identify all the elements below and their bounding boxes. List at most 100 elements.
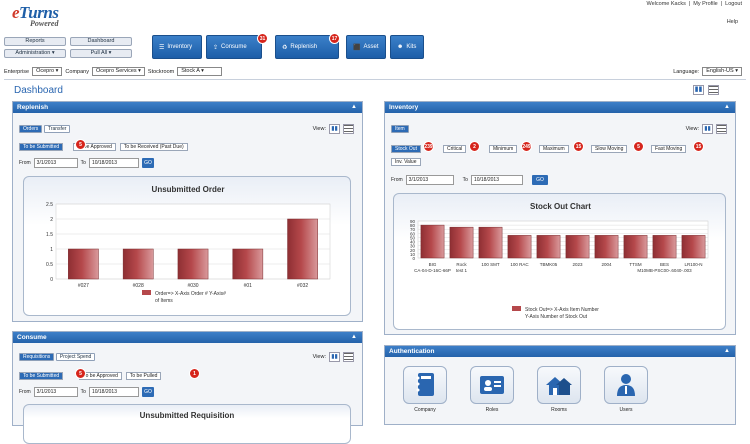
from-date-input[interactable]: 3/1/2013 [33, 387, 78, 397]
chart-view-icon[interactable]: ▮▮ [329, 124, 340, 134]
auth-users-label: Users [619, 407, 633, 413]
subtab-inv-value[interactable]: Inv. Value [391, 158, 421, 166]
tab-project-spend[interactable]: Project Spend [55, 353, 96, 361]
upload-icon: ⇪ [213, 44, 219, 51]
bar [565, 235, 590, 259]
auth-rooms[interactable]: Rooms [537, 366, 581, 413]
subtab-fast-moving[interactable]: Fast Moving [651, 145, 687, 153]
to-date-input[interactable]: 10/18/2013 [88, 158, 139, 168]
chart-view-icon[interactable]: ▮▮ [702, 124, 713, 134]
chevron-down-icon: ▾ [51, 50, 55, 56]
y-tick-label: 0.5 [46, 262, 53, 268]
tab-item[interactable]: Item [391, 125, 409, 133]
pull-all-dropdown[interactable]: Pull All ▾ [70, 49, 132, 58]
grid-view-icon[interactable] [708, 85, 719, 95]
link-separator: | [720, 1, 723, 7]
go-button[interactable]: GO [141, 158, 154, 168]
eturns-logo: eTurns [12, 3, 59, 22]
tab-transfer[interactable]: Transfer [43, 125, 71, 133]
legend-label: Y-Axis Number of Stock Out [525, 314, 588, 320]
y-tick-label: 2.5 [46, 202, 53, 208]
tab-requisitions[interactable]: Requisitions [19, 353, 55, 361]
subtab-to-be-submitted[interactable]: To be Submitted [19, 372, 64, 380]
nav-asset[interactable]: ⬛ Asset [346, 35, 386, 59]
dashboard-button[interactable]: Dashboard [70, 37, 132, 46]
x-tick-label: test 1 [456, 268, 468, 273]
collapse-icon[interactable]: ▲ [351, 104, 357, 110]
company-select[interactable]: Ocepro Services ▾ [91, 67, 145, 76]
consume-date-range: From 3/1/2013 To 10/18/2013 GO [19, 387, 154, 397]
subtab-maximum[interactable]: Maximum [539, 145, 569, 153]
collapse-icon[interactable]: ▲ [351, 334, 357, 340]
from-date-input[interactable]: 3/1/2013 [33, 158, 78, 168]
subtab-to-be-pulled[interactable]: To be Pulled [125, 372, 162, 380]
subtab-minimum[interactable]: Minimum [489, 145, 518, 153]
reports-button[interactable]: Reports [4, 37, 66, 46]
nav-consume[interactable]: ⇪ Consume [206, 35, 262, 59]
y-tick-label: 1.5 [46, 232, 53, 238]
go-button[interactable]: GO [141, 387, 154, 397]
nav-inventory[interactable]: ☰ Inventory [152, 35, 202, 59]
page-title: Dashboard [14, 85, 63, 96]
consume-subtabs: To be Submitted To be Approved To be Pul… [19, 372, 162, 380]
auth-roles[interactable]: Roles [470, 366, 514, 413]
company-label: Company [65, 68, 89, 75]
stockroom-value: Stock A [181, 68, 200, 74]
replenish-view: View: ▮▮ [313, 124, 354, 134]
nav-replenish-label: Replenish [290, 44, 318, 50]
language-select[interactable]: English-US ▾ [702, 67, 742, 76]
collapse-icon[interactable]: ▲ [724, 348, 730, 354]
replenish-badge: 17 [329, 33, 340, 44]
replenish-header: Replenish ▲ [13, 102, 362, 113]
x-tick-label: #030 [187, 283, 198, 289]
y-tick-label: 90 [410, 219, 416, 224]
bar [177, 248, 209, 280]
go-button[interactable]: GO [531, 175, 548, 185]
legend-label: of Items [155, 298, 173, 304]
subtab-to-be-approved[interactable]: To be Approved [73, 143, 116, 151]
subtab-stock-out[interactable]: Stock Out [391, 145, 421, 153]
y-tick-label: 1 [50, 247, 53, 253]
stock-out-chart: Stock Out Chart 0 10 20 30 40 50 60 70 80 90 BIG CA-… [393, 193, 726, 330]
collapse-icon[interactable]: ▲ [724, 104, 730, 110]
unsubmitted-requisition-chart: Unsubmitted Requisition [23, 404, 351, 444]
stockroom-select[interactable]: Stock A ▾ [177, 67, 223, 76]
subtab-critical[interactable]: Critical [443, 145, 467, 153]
unsubmitted-order-svg: Unsubmitted Order 0 0.5 1 1.5 2 2.5 #027 #028 #03… [46, 185, 331, 304]
language-value: English-US [706, 68, 734, 74]
legend-swatch [142, 290, 151, 295]
my-profile-link[interactable]: My Profile [693, 1, 718, 7]
inventory-title: Inventory [389, 104, 419, 111]
authentication-title: Authentication [389, 348, 435, 355]
company-value: Ocepro Services [95, 68, 137, 74]
administration-dropdown[interactable]: Administration ▾ [4, 49, 66, 58]
from-date-input[interactable]: 3/1/2013 [405, 175, 454, 185]
chart-view-icon[interactable]: ▮▮ [329, 352, 340, 362]
to-date-input[interactable]: 10/18/2013 [470, 175, 523, 185]
to-date-input[interactable]: 10/18/2013 [88, 387, 139, 397]
y-tick-label: 10 [410, 252, 416, 257]
grid-view-icon[interactable] [716, 124, 727, 134]
grid-view-icon[interactable] [343, 352, 354, 362]
subtab-to-be-received[interactable]: To be Received (Past Due) [119, 143, 188, 151]
welcome-link[interactable]: Welcome Kacks [646, 1, 686, 7]
x-tick-label: 100 SMT [481, 262, 500, 267]
nav-kits[interactable]: ☻ Kits [390, 35, 424, 59]
box-icon: ⬛ [353, 44, 361, 51]
bar [507, 235, 532, 259]
auth-company[interactable]: Company [403, 366, 447, 413]
chart-view-icon[interactable]: ▮▮ [693, 85, 704, 95]
logout-link[interactable]: Logout [725, 1, 742, 7]
auth-users[interactable]: Users [604, 366, 648, 413]
filter-row: Enterprise Ocepro ▾ Company Ocepro Servi… [4, 67, 223, 76]
inventory-subtabs: Stock Out 239 Critical 2 Minimum 249 Max… [391, 141, 731, 169]
subtab-slow-moving[interactable]: Slow Moving [591, 145, 628, 153]
grid-view-icon[interactable] [343, 124, 354, 134]
subtab-to-be-submitted[interactable]: To be Submitted [19, 143, 64, 151]
help-dropdown[interactable]: Help [726, 19, 738, 25]
enterprise-select[interactable]: Ocepro ▾ [32, 67, 63, 76]
nav-replenish[interactable]: ♻ Replenish [275, 35, 339, 59]
tab-orders[interactable]: Orders [19, 125, 43, 133]
bar [623, 235, 648, 259]
logo-text: Turns [19, 3, 59, 22]
